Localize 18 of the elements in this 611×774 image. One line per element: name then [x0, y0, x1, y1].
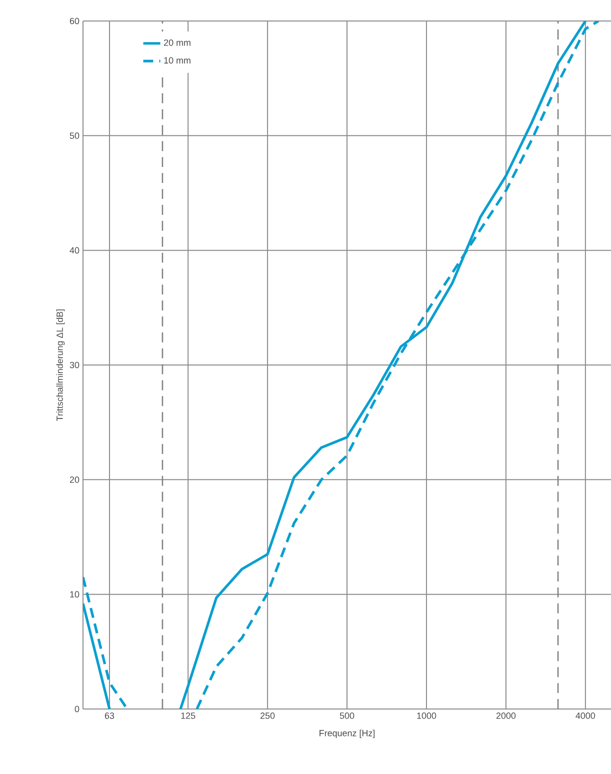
y-tick-label: 60 [70, 18, 80, 24]
x-axis-title: Frequenz [Hz] [320, 730, 375, 738]
y-axis-title: Trittschallminderung ΔL [dB] [56, 310, 65, 421]
y-tick-label: 40 [70, 247, 80, 254]
x-tick-label: 63 [104, 712, 114, 719]
y-tick-label: 30 [70, 362, 80, 368]
y-tick-label: 10 [70, 591, 80, 598]
legend-label: 20 mm [164, 39, 190, 46]
y-tick-label: 50 [70, 132, 80, 139]
x-tick-label: 125 [181, 712, 196, 719]
legend-label: 10 mm [164, 57, 190, 64]
y-tick-label: 20 [70, 476, 80, 483]
x-tick-label: 2000 [496, 712, 516, 719]
x-tick-label: 250 [260, 712, 275, 719]
x-tick-label: 1000 [417, 712, 436, 719]
x-tick-label: 500 [340, 712, 354, 719]
y-tick-label: 0 [74, 706, 80, 712]
x-tick-label: 4000 [576, 712, 596, 719]
